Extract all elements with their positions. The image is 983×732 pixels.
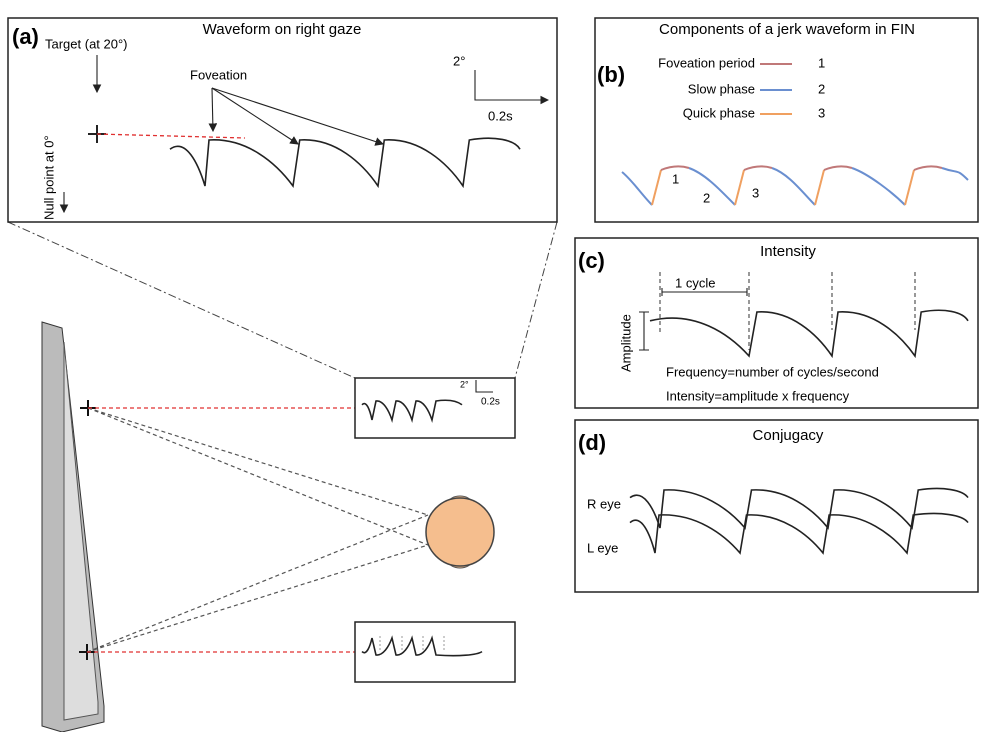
wave-label: 2 bbox=[703, 190, 710, 205]
zoom-line bbox=[515, 222, 557, 378]
formula: Intensity=amplitude x frequency bbox=[666, 388, 850, 403]
scale-label: 0.2s bbox=[481, 397, 500, 408]
legend-number: 3 bbox=[818, 105, 825, 120]
foveation-label: Foveation bbox=[190, 67, 247, 82]
scale-label: 2° bbox=[460, 379, 469, 389]
wave-label: 1 bbox=[672, 171, 679, 186]
cycle-label: 1 cycle bbox=[675, 275, 715, 290]
legend-label: Slow phase bbox=[688, 81, 755, 96]
panel-label: (c) bbox=[578, 248, 605, 273]
panel-title: Intensity bbox=[760, 243, 816, 260]
panel-title: Components of a jerk waveform in FIN bbox=[659, 21, 915, 38]
eye-label: L eye bbox=[587, 540, 618, 555]
legend-label: Foveation period bbox=[658, 55, 755, 70]
formula: Frequency=number of cycles/second bbox=[666, 364, 879, 379]
amplitude-label: Amplitude bbox=[618, 314, 633, 372]
screen bbox=[64, 342, 98, 720]
null-point-label: Null point at 0° bbox=[41, 135, 56, 220]
panel-label: (a) bbox=[12, 24, 39, 49]
scale-label: 0.2s bbox=[488, 108, 513, 123]
legend-number: 1 bbox=[818, 55, 825, 70]
sight-line bbox=[87, 408, 428, 652]
panel-label: (d) bbox=[578, 430, 606, 455]
panel-label: (b) bbox=[597, 62, 625, 87]
scale-label: 2° bbox=[453, 53, 465, 68]
legend-number: 2 bbox=[818, 81, 825, 96]
panel-b-box bbox=[595, 18, 978, 222]
wave-label: 3 bbox=[752, 185, 759, 200]
legend-label: Quick phase bbox=[683, 105, 755, 120]
figure: (a) Waveform on right gaze Target (at 20… bbox=[0, 0, 983, 732]
panel-title: Conjugacy bbox=[753, 427, 824, 444]
eye-label: R eye bbox=[587, 496, 621, 511]
head bbox=[426, 498, 494, 566]
panel-title: Waveform on right gaze bbox=[203, 21, 362, 38]
target-label: Target (at 20°) bbox=[45, 36, 128, 51]
panel-c-box bbox=[575, 238, 978, 408]
panel-d-box bbox=[575, 420, 978, 592]
